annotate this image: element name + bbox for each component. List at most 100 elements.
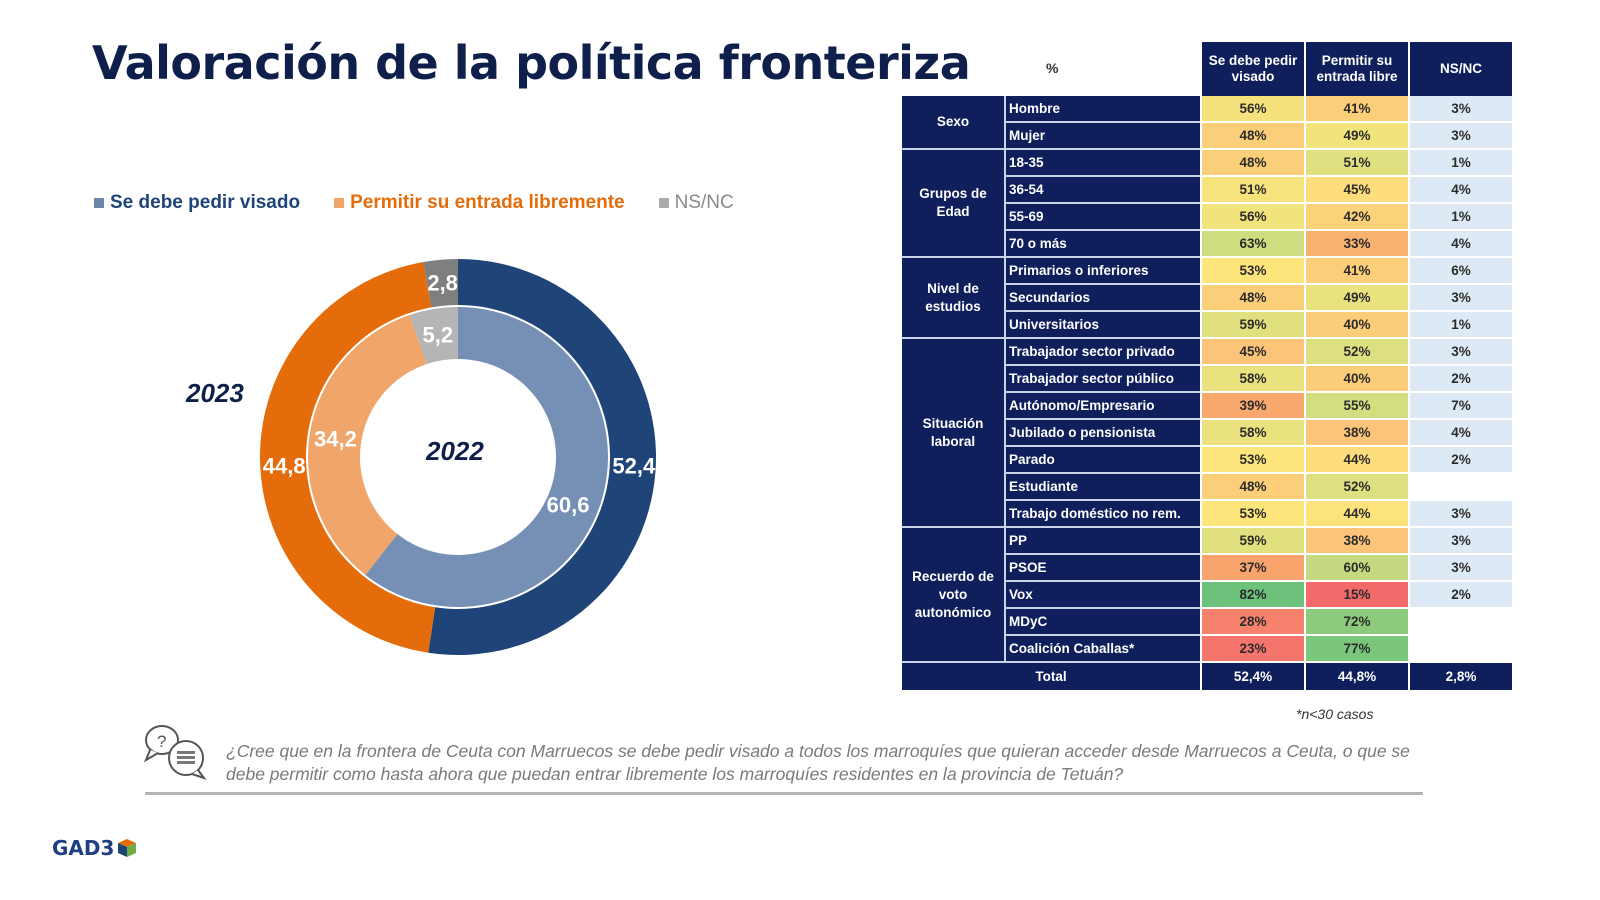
donut-label-2022-nsnc: 5,2 [423,323,454,348]
row-label: Estudiante [1004,474,1200,501]
cube-icon [118,839,137,857]
cell-nsnc: 4% [1408,177,1512,204]
chart-legend: Se debe pedir visado Permitir su entrada… [94,192,734,214]
cell-nsnc: 3% [1408,96,1512,123]
gad3-logo: GAD3 [52,836,137,860]
legend-label-nsnc: NS/NC [674,192,734,213]
row-label: Vox [1004,582,1200,609]
cell-visado: 48% [1200,123,1304,150]
cell-visado: 59% [1200,528,1304,555]
table-row: 36-54 51% 45% 4% [902,177,1512,204]
cell-nsnc: 3% [1408,123,1512,150]
row-label: Trabajo doméstico no rem. [1004,501,1200,528]
cell-visado: 59% [1200,312,1304,339]
cell-visado: 37% [1200,555,1304,582]
cell-nsnc: 4% [1408,420,1512,447]
cell-nsnc [1408,609,1512,636]
row-label: 36-54 [1004,177,1200,204]
donut-slice-2023-nsnc [423,259,458,308]
row-label: Coalición Caballas* [1004,636,1200,663]
table-row: Vox 82% 15% 2% [902,582,1512,609]
cell-nsnc: 3% [1408,285,1512,312]
cell-visado: 53% [1200,501,1304,528]
legend-swatch-nsnc [658,198,669,208]
row-label: Jubilado o pensionista [1004,420,1200,447]
row-label: Autónomo/Empresario [1004,393,1200,420]
cell-libre: 44% [1304,447,1408,474]
cell-libre: 52% [1304,339,1408,366]
cell-visado: 82% [1200,582,1304,609]
table-total-row: Total 52,4% 44,8% 2,8% [902,663,1512,690]
cell-nsnc: 2% [1408,582,1512,609]
cell-libre: 45% [1304,177,1408,204]
cell-nsnc: 4% [1408,231,1512,258]
row-label: PSOE [1004,555,1200,582]
legend-item-libre: Permitir su entrada libremente [334,192,625,214]
crosstab-table: Se debe pedir visado Permitir su entrada… [902,42,1512,690]
legend-swatch-visado [94,198,104,208]
row-label: Trabajador sector público [1004,366,1200,393]
cell-visado: 48% [1200,474,1304,501]
cell-libre: 77% [1304,636,1408,663]
total-value-visado: 52,4% [1200,663,1304,690]
header-blank [1004,42,1200,96]
cell-libre: 38% [1304,528,1408,555]
donut-slice-2022-visado [365,307,608,607]
survey-question: ¿Cree que en la frontera de Ceuta con Ma… [226,741,1410,784]
donut-slice-2023-visado [428,259,656,655]
cell-nsnc: 2% [1408,366,1512,393]
cell-libre: 42% [1304,204,1408,231]
cell-nsnc: 7% [1408,393,1512,420]
cell-visado: 48% [1200,150,1304,177]
divider [145,792,1423,795]
cell-nsnc: 3% [1408,528,1512,555]
donut-label-2023-nsnc: 2,8 [427,271,458,296]
cell-libre: 33% [1304,231,1408,258]
total-value-libre: 44,8% [1304,663,1408,690]
legend-item-nsnc: NS/NC [658,192,734,214]
cell-libre: 44% [1304,501,1408,528]
row-label: Hombre [1004,96,1200,123]
total-value-nsnc: 2,8% [1408,663,1512,690]
cell-visado: 63% [1200,231,1304,258]
donut-label-2022-libre: 34,2 [314,426,357,451]
table-header-row: Se debe pedir visado Permitir su entrada… [902,42,1512,96]
row-group-label: Situación laboral [902,339,1004,528]
ring-label-2023: 2023 [186,378,244,408]
cell-visado: 28% [1200,609,1304,636]
cell-libre: 41% [1304,96,1408,123]
cell-libre: 15% [1304,582,1408,609]
cell-libre: 40% [1304,366,1408,393]
row-label: PP [1004,528,1200,555]
table-row: Recuerdo de voto autonómico PP 59% 38% 3% [902,528,1512,663]
cell-nsnc: 1% [1408,312,1512,339]
cell-nsnc: 1% [1408,150,1512,177]
row-label: Secundarios [1004,285,1200,312]
cell-nsnc [1408,636,1512,663]
cell-visado: 56% [1200,96,1304,123]
cell-nsnc: 6% [1408,258,1512,285]
cell-libre: 60% [1304,555,1408,582]
cell-visado: 56% [1200,204,1304,231]
table-row: Situación laboral Trabajador sector priva… [902,339,1512,528]
donut-chart: 52,4 44,8 2,8 60,6 34,2 5,2 [259,259,656,655]
row-group-label: Recuerdo de voto autonómico [902,528,1004,663]
row-label: MDyC [1004,609,1200,636]
cell-visado: 48% [1200,285,1304,312]
col-header-libre: Permitir su entrada libre [1304,42,1408,96]
total-label: Total [902,663,1200,690]
row-label: Parado [1004,447,1200,474]
donut-slice-2022-libre [308,314,427,575]
chat-question-icon: ? [143,725,207,780]
svg-text:?: ? [157,732,166,751]
cell-visado: 58% [1200,366,1304,393]
logo-text: GAD3 [52,836,115,860]
row-group-label: Nivel de estudios [902,258,1004,339]
table-row: Sexo Hombre 56% 41% 3% [902,96,1512,150]
table-row: PSOE 37% 60% 3% [902,555,1512,582]
cell-visado: 45% [1200,339,1304,366]
table-row: Estudiante 48% 52% [902,474,1512,501]
cell-libre: 49% [1304,285,1408,312]
row-label: 55-69 [1004,204,1200,231]
legend-label-libre: Permitir su entrada libremente [350,192,625,213]
